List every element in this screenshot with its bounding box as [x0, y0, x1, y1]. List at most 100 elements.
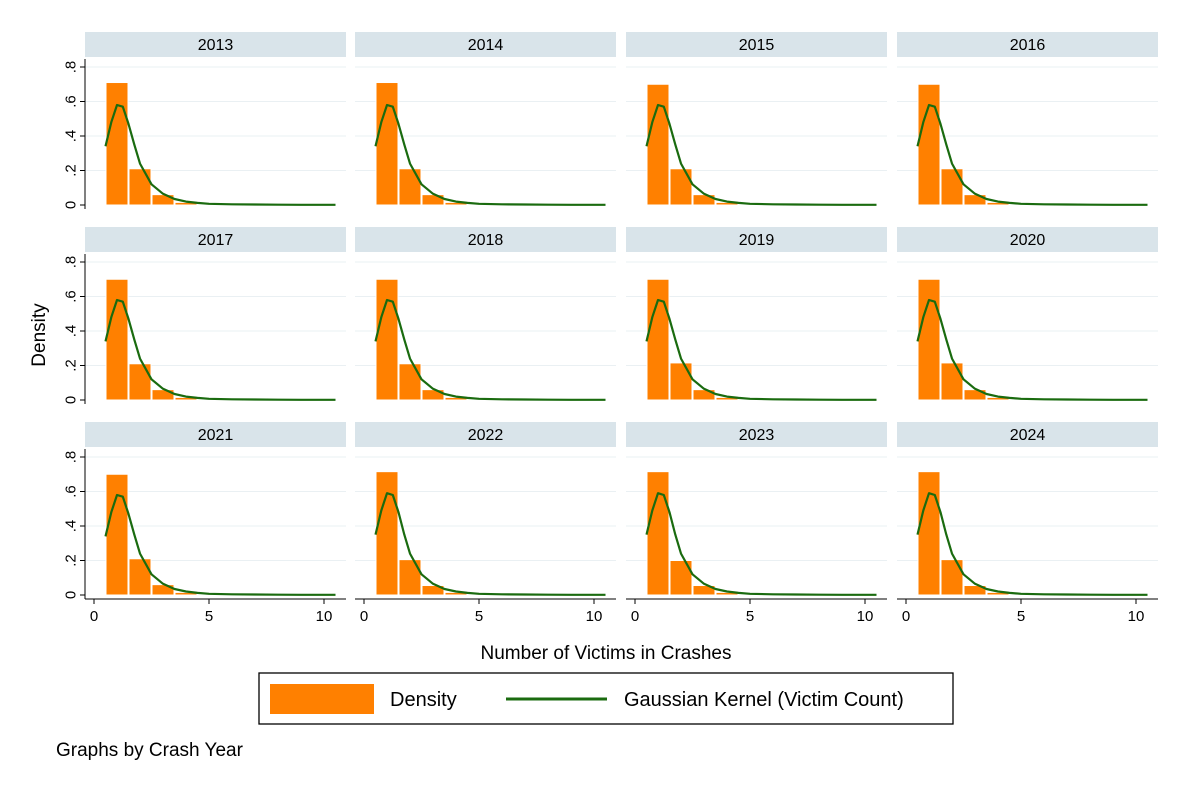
facet-title: 2022	[468, 427, 504, 444]
kernel-density-line	[645, 492, 877, 596]
kernel-density-line	[645, 298, 877, 401]
kernel-density-line	[374, 298, 606, 401]
histogram-bar	[128, 168, 152, 206]
facet-2018: 2018	[355, 227, 616, 401]
histogram-bar	[646, 83, 670, 206]
facet-title: 2019	[739, 232, 775, 249]
x-tick-label: 10	[857, 608, 874, 625]
x-tick-label: 0	[902, 608, 910, 625]
y-tick-label: .2	[62, 554, 79, 567]
y-tick-label: .2	[62, 359, 79, 372]
x-tick-label: 0	[360, 608, 368, 625]
facet-2021: 2021 0 .2 .4 .6 .8 0 5 10	[62, 422, 346, 625]
y-tick-label: .8	[62, 256, 79, 269]
legend: Density Gaussian Kernel (Victim Count)	[258, 672, 954, 725]
facet-strip	[355, 32, 616, 57]
facet-title: 2017	[198, 232, 234, 249]
y-tick-label: .6	[62, 95, 79, 108]
x-tick-label: 5	[746, 608, 754, 625]
facet-strip	[626, 227, 887, 252]
facet-title: 2016	[1010, 37, 1046, 54]
histogram-bar	[398, 559, 422, 596]
histogram-bar	[105, 278, 129, 401]
histogram-bar	[917, 83, 941, 206]
facet-strip	[85, 32, 346, 57]
facet-2015: 2015	[626, 32, 887, 206]
facet-strip	[897, 227, 1158, 252]
kernel-density-line	[916, 298, 1148, 401]
y-tick-label: .4	[62, 325, 79, 338]
histogram-bar	[398, 168, 422, 206]
histogram-bar	[692, 585, 716, 596]
y-tick-label: 0	[62, 591, 79, 599]
x-axis-title: Number of Victims in Crashes	[481, 643, 732, 664]
histogram-bar	[375, 82, 399, 206]
kernel-density-line	[645, 103, 877, 206]
legend-label-kernel: Gaussian Kernel (Victim Count)	[624, 689, 904, 711]
y-tick-label: 0	[62, 396, 79, 404]
x-tick-label: 10	[316, 608, 333, 625]
facet-title: 2023	[739, 427, 775, 444]
histogram-bar	[375, 471, 399, 596]
y-tick-label: .4	[62, 130, 79, 143]
y-tick-label: .4	[62, 520, 79, 533]
histogram-bar	[940, 559, 964, 596]
histogram-bar	[421, 585, 445, 596]
y-tick-label: 0	[62, 201, 79, 209]
x-tick-label: 0	[90, 608, 98, 625]
chart-note: Graphs by Crash Year	[56, 740, 244, 761]
kernel-density-line	[374, 103, 606, 206]
kernel-density-line	[104, 298, 336, 401]
histogram-bar	[128, 363, 152, 401]
y-axis-title: Density	[29, 303, 50, 367]
y-tick-label: .6	[62, 290, 79, 303]
facet-title: 2021	[198, 427, 234, 444]
histogram-bar	[669, 362, 693, 401]
kernel-density-line	[104, 103, 336, 206]
histogram-bar	[375, 278, 399, 401]
facet-2017: 2017 0 .2 .4 .6 .8	[62, 227, 346, 404]
histogram-bar	[105, 473, 129, 596]
x-tick-label: 5	[205, 608, 213, 625]
facet-2013: 2013 0 .2 .4 .6 .8	[62, 32, 346, 209]
kernel-density-line	[916, 492, 1148, 596]
histogram-bar	[105, 82, 129, 206]
facet-strip	[897, 422, 1158, 447]
x-tick-label: 10	[586, 608, 603, 625]
y-tick-label: .8	[62, 61, 79, 74]
legend-label-density: Density	[390, 689, 457, 711]
facet-title: 2024	[1010, 427, 1046, 444]
histogram-bar	[669, 168, 693, 206]
legend-swatch-density	[270, 684, 374, 714]
facet-strip	[626, 32, 887, 57]
kernel-density-line	[916, 103, 1148, 206]
facet-title: 2020	[1010, 232, 1046, 249]
kernel-density-line	[104, 493, 336, 596]
facet-2016: 2016	[897, 32, 1158, 206]
facet-2019: 2019	[626, 227, 887, 401]
histogram-bar	[917, 278, 941, 401]
x-tick-label: 5	[475, 608, 483, 625]
facet-2023: 2023 0 5 10	[626, 422, 887, 625]
facet-2022: 2022 0 5 10	[355, 422, 616, 625]
facet-title: 2015	[739, 37, 775, 54]
facet-strip	[626, 422, 887, 447]
histogram-bar	[646, 278, 670, 401]
histogram-bar	[398, 363, 422, 401]
histogram-bar	[917, 471, 941, 596]
x-tick-label: 5	[1017, 608, 1025, 625]
facet-strip	[85, 422, 346, 447]
y-tick-label: .6	[62, 485, 79, 498]
x-tick-label: 0	[631, 608, 639, 625]
facet-2020: 2020	[897, 227, 1158, 401]
kernel-density-line	[374, 492, 606, 596]
y-tick-label: .8	[62, 451, 79, 464]
histogram-bar	[940, 168, 964, 206]
facet-strip	[897, 32, 1158, 57]
facet-strip	[85, 227, 346, 252]
facet-2024: 2024 0 5 10	[897, 422, 1158, 625]
histogram-bar	[128, 558, 152, 596]
facet-title: 2014	[468, 37, 504, 54]
